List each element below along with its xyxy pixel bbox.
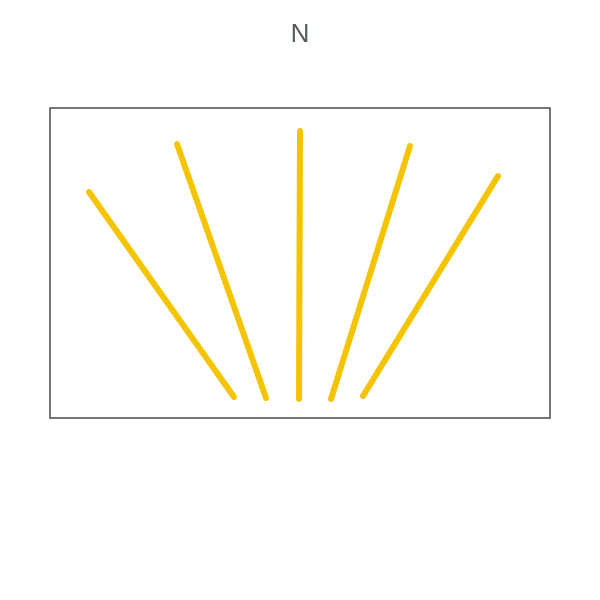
- ray-3: [299, 131, 300, 399]
- ray-diagram: [0, 0, 600, 600]
- diagram-stage: N: [0, 0, 600, 600]
